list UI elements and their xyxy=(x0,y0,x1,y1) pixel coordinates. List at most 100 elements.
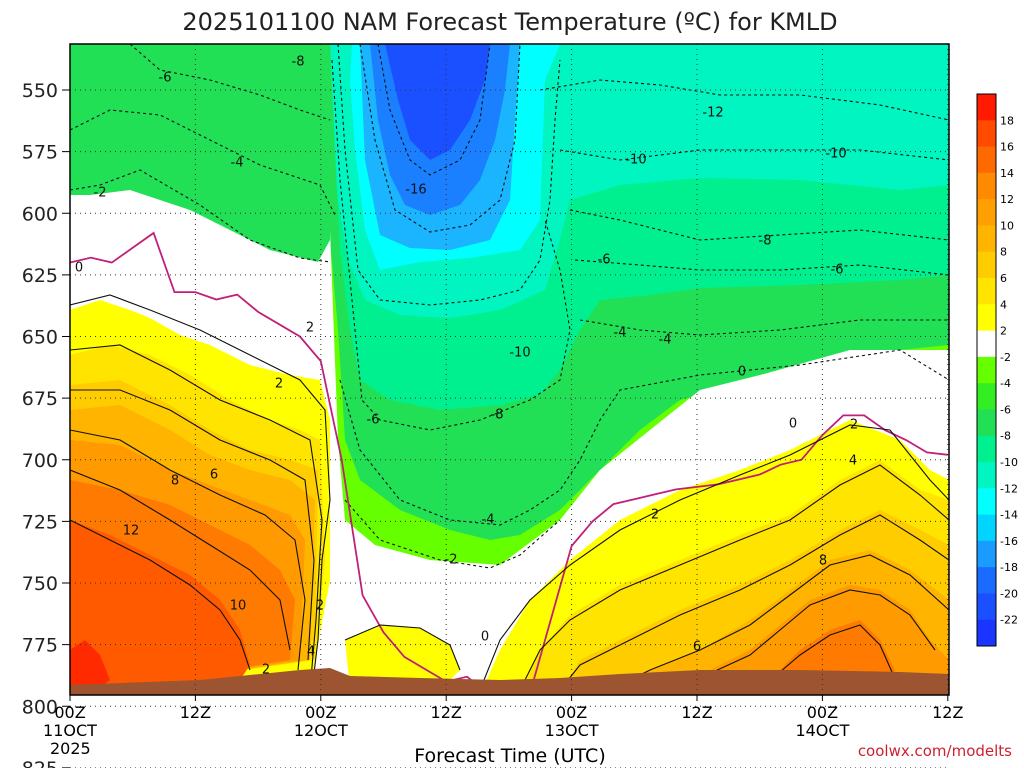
contour-label: -10 xyxy=(625,153,646,168)
x-tick-label: 00Z xyxy=(54,703,85,722)
colorbar-swatch xyxy=(977,409,996,437)
y-tick-label: 625 xyxy=(22,265,58,287)
contour-label: 6 xyxy=(210,468,218,483)
contour-dashed-7 xyxy=(539,79,949,121)
colorbar-swatch xyxy=(977,619,996,647)
colorbar-swatch xyxy=(977,278,996,305)
colorbar-swatch xyxy=(977,540,996,568)
contour-label: 8 xyxy=(171,474,179,489)
x-tick-label: 14OCT xyxy=(795,721,849,740)
x-tick-label: 12Z xyxy=(932,703,963,722)
y-tick-label: 650 xyxy=(22,327,58,349)
colorbar-label: -10 xyxy=(1000,456,1018,469)
y-axis: 550 575 600 625 650 675 700 725 750 775 800 825 xyxy=(22,80,70,768)
contour-label: 4 xyxy=(307,645,315,660)
contour-solid-8 xyxy=(559,514,949,691)
contour-dashed-6 xyxy=(377,44,491,176)
contour-label: 12 xyxy=(123,524,140,539)
colorbar-swatch xyxy=(977,383,996,410)
x-tick-label: 00Z xyxy=(807,703,838,722)
contour-label: 2 xyxy=(306,321,314,336)
colorbar-label: -20 xyxy=(1000,587,1018,600)
contour-label: -8 xyxy=(292,55,305,70)
contour-label: 10 xyxy=(230,599,247,614)
temperature-fills xyxy=(70,44,949,695)
colorbar-swatch xyxy=(977,435,996,463)
contour-dashed-2 xyxy=(70,169,331,263)
contour-solid-7 xyxy=(519,464,949,691)
x-tick-label: 12Z xyxy=(180,703,211,722)
contour-label: -8 xyxy=(759,234,772,249)
contour-label: 2 xyxy=(275,377,283,392)
band-o4-left xyxy=(70,520,250,695)
y-tick-label: 575 xyxy=(22,142,58,164)
colorbar-frame xyxy=(976,93,997,647)
terrain-fill xyxy=(70,668,949,695)
colorbar-swatch xyxy=(977,146,996,174)
x-tick-label: 00Z xyxy=(556,703,587,722)
contour-dashed-4 xyxy=(337,44,561,306)
contour-label: -8 xyxy=(491,408,504,423)
colorbar-swatch xyxy=(977,488,996,516)
contour-label: 4 xyxy=(849,454,857,469)
colorbar-label: -18 xyxy=(1000,561,1018,574)
plot-frame xyxy=(69,43,950,696)
colorbar-swatch xyxy=(977,356,996,384)
contour-solid-4 xyxy=(70,469,291,651)
colorbar-label: 10 xyxy=(1000,219,1014,232)
colorbar-swatch xyxy=(977,330,996,358)
contour-solid-2 xyxy=(70,389,315,661)
contour-solid-12 xyxy=(344,624,461,671)
y-tick-label: 700 xyxy=(22,450,58,472)
y-tick-label: 600 xyxy=(22,203,58,225)
contour-label: -10 xyxy=(509,346,530,361)
colorbar-swatch xyxy=(977,172,996,200)
y-tick-label: 725 xyxy=(22,511,58,533)
x-tick-label: 12Z xyxy=(681,703,712,722)
colorbar-label: 16 xyxy=(1000,141,1014,154)
colorbar-swatch xyxy=(977,94,996,121)
contour-dashed-10 xyxy=(574,259,949,276)
colorbar-label: -12 xyxy=(1000,482,1018,495)
colorbar-swatch xyxy=(977,199,996,226)
x-tick-label: 13OCT xyxy=(545,721,599,740)
contour-dashed-8 xyxy=(559,149,949,161)
contour-label: -6 xyxy=(598,253,611,268)
colorbar-swatch xyxy=(977,251,996,279)
contour-label: -10 xyxy=(825,147,846,162)
x-tick-label: 12OCT xyxy=(294,721,348,740)
contour-dashed-5 xyxy=(359,44,521,233)
x-axis-label: Forecast Time (UTC) xyxy=(414,745,605,767)
contour-label: -4 xyxy=(659,333,672,348)
colorbar-swatch xyxy=(977,304,996,332)
colorbar-label: -16 xyxy=(1000,535,1018,548)
colorbar-swatch xyxy=(977,567,996,594)
contour-label: 8 xyxy=(819,554,827,569)
contour-solid-0 xyxy=(70,294,331,691)
contour-solid-9 xyxy=(609,554,949,691)
colorbar-label: 18 xyxy=(1000,114,1014,127)
contour-label: -6 xyxy=(159,71,172,86)
y-tick-label: 550 xyxy=(22,80,58,102)
colorbar-label: 12 xyxy=(1000,193,1014,206)
colorbar-label: 2 xyxy=(1000,325,1007,338)
colorbar-swatch xyxy=(977,120,996,148)
contour-dashed-11 xyxy=(579,319,949,336)
contour-label: 0 xyxy=(481,630,489,645)
contour-label: 2 xyxy=(850,418,858,433)
colorbar-label: 8 xyxy=(1000,246,1007,259)
y-tick-label: 675 xyxy=(22,388,58,410)
colorbar-swatch xyxy=(977,514,996,542)
colorbar-swatch xyxy=(977,462,996,489)
band-green-left xyxy=(70,44,330,262)
credit-text: coolwx.com/modelts xyxy=(858,742,1012,760)
zero-isotherm-line xyxy=(70,231,948,695)
contour-label: -2 xyxy=(94,186,107,201)
contour-lines xyxy=(70,44,949,695)
ground-shape xyxy=(70,668,949,695)
contour-label: -6 xyxy=(367,413,380,428)
colorbar-swatch xyxy=(977,593,996,621)
colorbar-label: 4 xyxy=(1000,298,1007,311)
